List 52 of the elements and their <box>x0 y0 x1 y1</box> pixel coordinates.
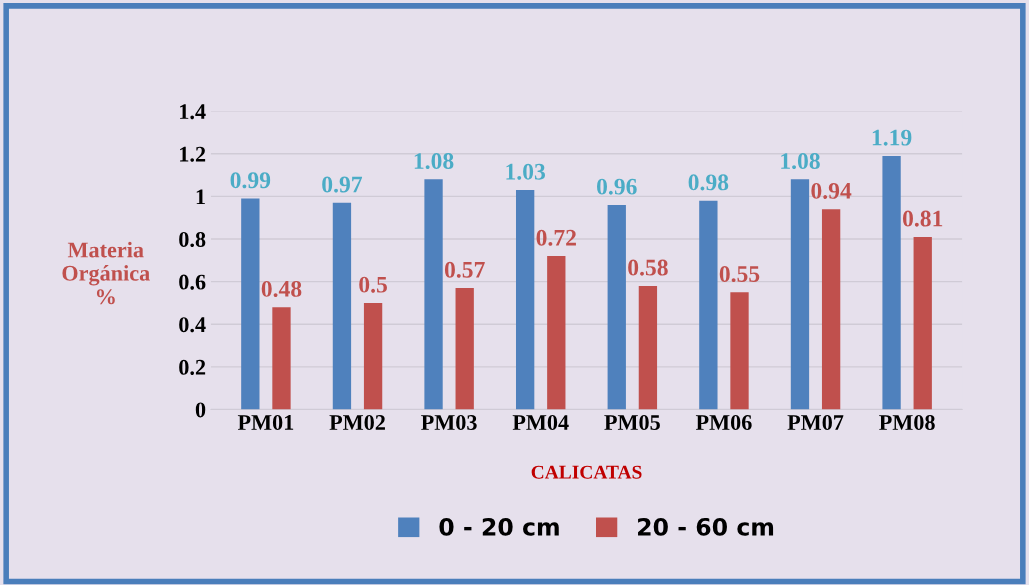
y-tick-label: 0.4 <box>179 317 206 333</box>
data-label: 0.99 <box>230 172 271 189</box>
data-label: 0.58 <box>628 259 668 276</box>
bar <box>699 200 718 410</box>
y-tick-label: 1 <box>196 189 205 205</box>
x-tick-label: PM03 <box>421 415 477 430</box>
data-label: 0.48 <box>261 280 302 297</box>
data-label: 0.57 <box>444 261 485 278</box>
x-tick-label: PM08 <box>879 415 935 430</box>
legend-label: 0 - 20 cm <box>439 517 559 536</box>
bar <box>332 202 352 410</box>
x-tick-label: PM01 <box>237 415 294 430</box>
x-tick-label: PM05 <box>604 415 660 430</box>
y-tick-label: 0 <box>195 402 206 418</box>
y-tick-label: 1.4 <box>180 104 206 120</box>
data-label: 0.94 <box>811 182 852 199</box>
bar <box>455 288 474 410</box>
x-tick-label: PM04 <box>512 415 569 430</box>
data-label: 0.98 <box>688 174 729 191</box>
x-tick-label: PM02 <box>329 415 385 430</box>
data-label: 0.5 <box>359 276 387 293</box>
data-label: 0.97 <box>322 176 363 193</box>
data-label: 1.08 <box>781 153 820 170</box>
bar <box>424 179 443 410</box>
bar <box>241 198 260 410</box>
x-tick-label: PM07 <box>787 415 844 430</box>
bar <box>882 155 901 410</box>
data-label: 0.81 <box>902 210 943 227</box>
y-axis-title: Materia Orgánica % <box>62 241 150 305</box>
data-label: 0.96 <box>597 178 637 195</box>
bar <box>638 285 658 410</box>
y-tick-label: 0.8 <box>179 231 206 248</box>
legend-label: 20 - 60 cm <box>638 517 774 536</box>
y-tick-label: 0.6 <box>179 274 206 290</box>
bar <box>913 236 932 410</box>
data-label: 1.19 <box>872 129 912 146</box>
data-label: 0.72 <box>536 229 576 246</box>
bar <box>272 307 291 410</box>
bar <box>790 179 810 410</box>
bar <box>547 256 566 410</box>
y-tick-label: 0.2 <box>179 359 206 375</box>
data-label: 1.03 <box>506 163 546 180</box>
bar <box>607 204 626 410</box>
x-tick-label: PM06 <box>695 415 752 430</box>
y-tick-label: 1.2 <box>180 146 206 162</box>
bar <box>821 209 841 410</box>
data-label: 1.08 <box>414 153 454 170</box>
bar <box>363 302 383 410</box>
bar <box>515 190 535 410</box>
data-label: 0.55 <box>719 266 760 283</box>
bar <box>730 292 749 410</box>
x-axis-title: CALICATAS <box>531 465 642 479</box>
